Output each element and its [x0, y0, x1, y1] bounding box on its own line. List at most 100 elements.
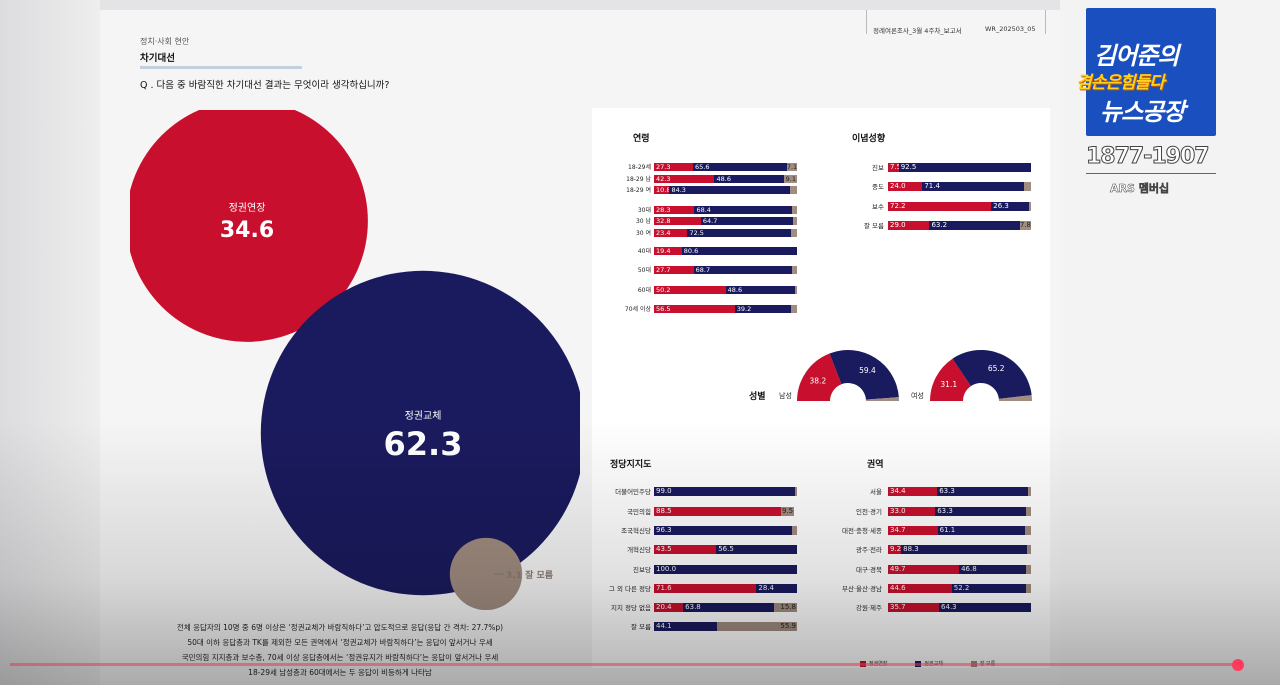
row-label: 서울 — [870, 488, 882, 496]
donut-value-label: 59.4 — [859, 366, 876, 375]
donut-slice-change — [829, 350, 899, 400]
bar-segment-unsure: 9.1 — [783, 175, 797, 183]
bar-segment-extend: 56.5 — [654, 305, 735, 313]
bar-segment-unsure — [1026, 584, 1031, 593]
stacked-bar: 43.5 56.5 — [654, 545, 797, 554]
row-label: 국민의힘 — [627, 508, 651, 516]
bar-segment-extend: 88.5 — [654, 507, 781, 516]
row-label: 진보 — [872, 164, 884, 172]
bar-segment-unsure — [1024, 182, 1031, 191]
row-label: 광주·전라 — [856, 546, 882, 554]
video-progress-bar[interactable] — [10, 663, 1240, 666]
stacked-bar: 7.5 92.5 — [888, 163, 1031, 172]
row-label: 그 외 다른 정당 — [608, 585, 651, 593]
bar-segment-unsure — [795, 286, 797, 294]
bar-segment-unsure — [793, 217, 797, 225]
stacked-bar: 23.4 72.5 — [654, 229, 797, 237]
section-heading: 연령 — [633, 134, 650, 144]
bar-segment-extend: 9.2 — [888, 545, 902, 554]
bar-segment-change: 80.6 — [681, 247, 797, 255]
row-label: 잘 모름 — [863, 222, 884, 230]
section-heading: 권역 — [867, 460, 884, 470]
bar-segment-change: 68.7 — [693, 266, 792, 274]
summary: 전체 응답자의 10명 중 6명 이상은 ‘정권교체가 바람직하다’고 압도적으… — [140, 620, 540, 680]
bar-segment-extend: 34.7 — [888, 526, 938, 535]
bar-segment-unsure — [1027, 545, 1031, 554]
bar-segment-extend: 50.2 — [654, 286, 726, 294]
report-name: 정례여론조사_3월 4주차_보고서 — [873, 27, 962, 35]
bar-segment-extend: 28.3 — [654, 206, 695, 214]
bar-segment-extend: 23.4 — [654, 229, 688, 237]
row-label: 진보당 — [633, 566, 651, 574]
bar-segment-unsure — [791, 526, 797, 535]
bubble-category-label: 정권연장 — [229, 202, 266, 214]
logo-line-3: 뉴스공장 — [1100, 98, 1185, 126]
bar-segment-unsure — [1025, 507, 1031, 516]
bar-segment-change: 44.1 — [654, 622, 718, 631]
row-label: 대구·경북 — [856, 566, 882, 574]
section-title: 차기대선 — [140, 53, 175, 64]
bar-segment-change: 52.2 — [951, 584, 1027, 593]
bar-segment-change: 65.6 — [693, 163, 787, 171]
bar-segment-change: 99.0 — [654, 487, 795, 496]
bar-segment-extend: 7.5 — [888, 163, 902, 172]
row-label: 30 남 — [635, 218, 651, 225]
stacked-bar: 56.5 39.2 — [654, 305, 797, 313]
bar-segment-change: 88.3 — [901, 545, 1028, 554]
row-label: 개혁신당 — [627, 546, 651, 554]
bubble-change — [260, 270, 580, 596]
bubble-unsure — [449, 537, 523, 610]
report-code: WR_202503_05 — [985, 25, 1036, 33]
stacked-bar: 96.3 — [654, 526, 797, 535]
bar-segment-unsure — [1028, 202, 1031, 211]
row-label: 부산·울산·경남 — [841, 585, 882, 593]
stacked-bar: 33.0 63.3 — [888, 507, 1031, 516]
summary-line-4: 18-29세 남성층과 60대에서는 두 응답이 비등하게 나타남 — [248, 668, 432, 677]
donut-value-label: 31.1 — [940, 380, 957, 389]
stacked-bar: 100.0 — [654, 565, 797, 574]
summary-line-3: 국민의힘 지지층과 보수층, 70세 이상 응답층에서는 ‘정권유지가 바람직하… — [181, 653, 499, 662]
bar-segment-extend: 34.4 — [888, 487, 938, 496]
bar-segment-change: 64.3 — [939, 603, 1031, 612]
video-scrubber-handle[interactable] — [1232, 659, 1244, 671]
bar-segment-change: 84.3 — [669, 186, 790, 194]
summary-line-2: 50대 이하 응답층과 TK를 제외한 모든 권역에서 ‘정권교체가 바람직하다… — [187, 638, 493, 647]
bar-segment-unsure — [789, 186, 797, 194]
row-label: 40대 — [637, 248, 651, 255]
bar-segment-extend: 19.4 — [654, 247, 682, 255]
bar-segment-change: 39.2 — [734, 305, 791, 313]
row-label: 30대 — [637, 207, 651, 214]
stacked-bar: 71.6 28.4 — [654, 584, 797, 593]
stacked-bar: 29.0 63.2 7.8 — [888, 221, 1031, 230]
row-label: 더불어민주당 — [615, 488, 651, 496]
row-label: 70세 이상 — [624, 306, 651, 313]
left-background — [0, 0, 100, 685]
stacked-bar: 49.7 46.8 — [888, 565, 1031, 574]
logo-divider — [1086, 173, 1216, 174]
bar-segment-change: 64.7 — [700, 217, 794, 225]
stacked-bar: 20.4 63.8 15.8 — [654, 603, 797, 612]
gender-donut-female: 31.1 65.2 — [930, 350, 1032, 401]
section-category: 정치·사회 현안 — [140, 37, 190, 46]
bar-segment-change: 92.5 — [898, 163, 1031, 172]
bar-segment-change: 46.8 — [959, 565, 1026, 574]
bar-segment-unsure — [1024, 526, 1031, 535]
bar-segment-extend: 35.7 — [888, 603, 940, 612]
gender-label: 남성 — [779, 392, 792, 400]
bubble-small-label: 3.1 잘 모름 — [506, 569, 553, 581]
stacked-bar: 99.0 — [654, 487, 797, 496]
bar-segment-extend: 24.0 — [888, 182, 923, 191]
bar-segment-unsure: 7.8 — [1019, 221, 1031, 230]
donut-value-label: 65.2 — [988, 364, 1005, 373]
section-heading: 정당지지도 — [610, 460, 652, 470]
section-heading: 성별 — [749, 392, 766, 402]
donut-slice-unsure — [865, 397, 899, 401]
bubble-value-label: 34.6 — [220, 218, 274, 243]
stacked-bar: 28.3 68.4 — [654, 206, 797, 214]
stacked-bar: 19.4 80.6 — [654, 247, 797, 255]
bar-segment-extend: 72.2 — [888, 202, 992, 211]
stacked-bar: 35.7 64.3 — [888, 603, 1031, 612]
donut-slice-unsure — [998, 395, 1032, 401]
bar-segment-change: 68.4 — [694, 206, 793, 214]
